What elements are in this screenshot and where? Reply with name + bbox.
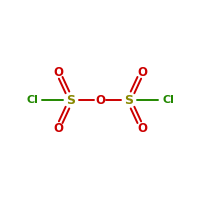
Text: O: O bbox=[137, 66, 147, 78]
Text: O: O bbox=[53, 121, 63, 134]
Text: S: S bbox=[66, 94, 76, 106]
Text: S: S bbox=[124, 94, 134, 106]
Text: O: O bbox=[95, 94, 105, 106]
Text: O: O bbox=[137, 121, 147, 134]
Text: O: O bbox=[53, 66, 63, 78]
Text: Cl: Cl bbox=[26, 95, 38, 105]
Text: Cl: Cl bbox=[162, 95, 174, 105]
